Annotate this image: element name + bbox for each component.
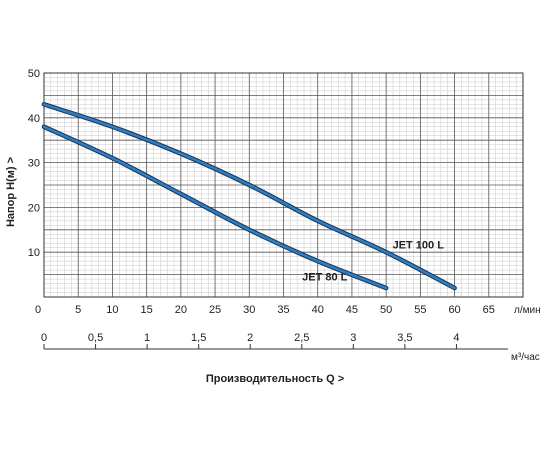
x-tick-label: 55 [414,304,426,316]
x-tick-label: 10 [106,304,118,316]
x-tick-label: 0 [35,304,41,316]
x2-tick-label: 3 [350,332,356,344]
y-axis-label: Напор H(м) > [5,157,17,227]
x2-tick-label: 2,5 [294,332,309,344]
series-label: JET 80 L [302,272,348,284]
y-tick-label: 10 [28,247,40,259]
x-tick-labels: 0 5 10 15 20 25 30 35 40 45 50 55 60 65 [35,304,495,316]
y-tick-label: 30 [28,158,40,170]
plot-frame [43,72,524,298]
x-tick-label: 45 [346,304,358,316]
x-tick-label: 5 [75,304,81,316]
series-line [42,125,388,290]
x-tick-label: 60 [448,304,460,316]
x2-tick-label: 2 [247,332,253,344]
x2-tick-label: 1 [144,332,150,344]
y-tick-label: 40 [28,113,40,125]
x-tick-label: 35 [277,304,289,316]
x2-tick-label: 0,5 [88,332,103,344]
y-tick-label: 20 [28,202,40,214]
secondary-x-axis-unit: м³/час [511,352,540,363]
x-tick-label: 65 [483,304,495,316]
major-grid [44,73,523,297]
series-line [42,103,456,290]
x-tick-label: 25 [209,304,221,316]
series-lines [41,102,457,291]
x-tick-label: 40 [312,304,324,316]
x-tick-label: 30 [243,304,255,316]
x2-tick-label: 1,5 [191,332,206,344]
x2-tick-label: 4 [453,332,459,344]
x2-tick-label: 3,5 [397,332,412,344]
x-tick-label: 50 [380,304,392,316]
series-label: JET 100 L [393,240,445,252]
secondary-x-ticks: 0 0,5 1 1,5 2 2,5 3 3,5 4 [41,332,460,349]
secondary-x-axis-label: Производительность Q > [206,373,344,385]
x-tick-label: 15 [141,304,153,316]
series-labels: JET 100 L JET 80 L [302,240,444,284]
y-tick-labels: 10 20 30 40 50 [28,68,40,259]
y-tick-label: 50 [28,68,40,80]
x-axis-unit: л/мин [514,305,541,316]
x2-tick-label: 0 [41,332,47,344]
x-tick-label: 20 [175,304,187,316]
